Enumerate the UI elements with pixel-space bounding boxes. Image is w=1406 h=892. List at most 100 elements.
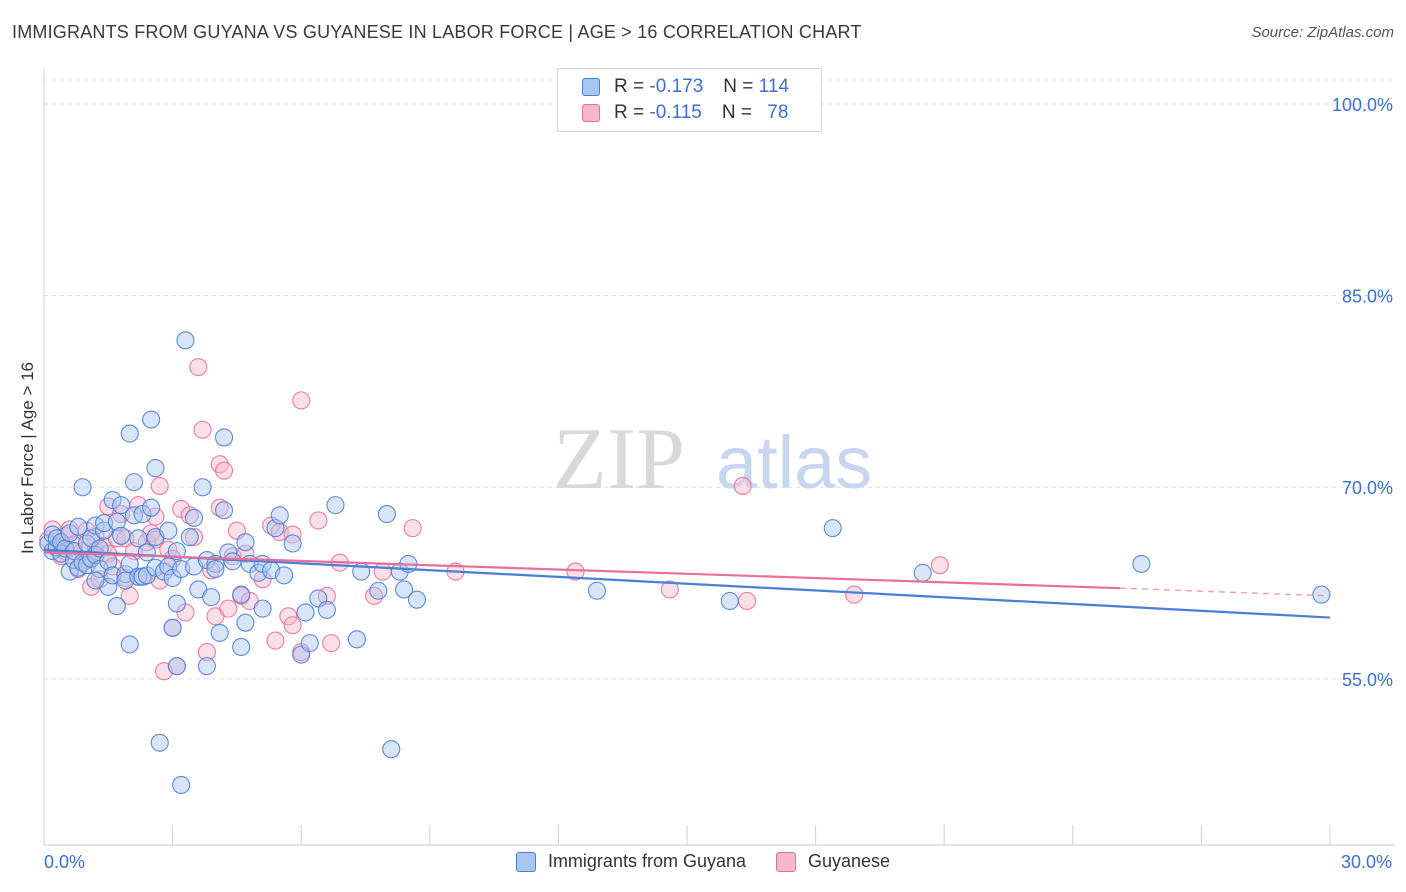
guyanese-point [845,585,864,604]
guyana-immigrant-point [112,496,131,515]
trend-line-guyanese [43,551,1120,590]
guyana-immigrant-point [270,506,289,525]
guyana-immigrant-point [214,501,234,520]
blue-swatch [515,851,536,872]
guyana-immigrant-point [184,508,204,527]
guyanese-point [283,616,302,635]
guyana-immigrant-point [326,496,345,515]
guyanese-point [403,519,422,538]
axes [43,68,1395,846]
guyana-immigrant-point [103,490,122,510]
trend-lines [43,548,1331,619]
guyanese-point [930,556,949,575]
r-value-guyanese: -0.115 [649,102,702,123]
guyana-immigrant-point [197,657,216,676]
guyanese-point [184,528,204,547]
guyana-immigrant-point [137,543,156,562]
y-axis-label: In Labor Force | Age > 16 [18,361,37,555]
guyanese-point [373,562,392,581]
guyana-immigrant-point [142,498,161,517]
guyana-immigrant-point [172,775,191,794]
pink-swatch [582,104,600,122]
watermark-atlas: atlas [716,421,872,504]
guyana-immigrant-point [150,733,169,752]
r-label: R = [614,76,645,97]
guyana-immigrant-point [232,585,251,604]
legend-item-guyana: Immigrants from Guyana [515,851,746,872]
legend-label-guyanese: Guyanese [808,851,891,871]
guyana-immigrant-point [159,521,178,540]
guyanese-point [309,511,328,530]
guyana-immigrant-point [720,591,739,611]
guyanese-point [219,599,238,618]
r-label: R = [614,102,645,123]
guyana-immigrant-point [232,637,251,657]
x-tick-label-min: 0.0% [44,852,86,872]
guyana-immigrant-point [112,526,131,545]
chart-title: IMMIGRANTS FROM GUYANA VS GUYANESE IN LA… [12,22,862,42]
guyana-immigrant-point [167,542,186,561]
pink-swatch [776,851,796,872]
guyanese-point [193,420,212,439]
n-value-guyana: 114 [758,76,789,97]
trend-line-guyana [43,548,1331,619]
guyanese-point [197,643,216,662]
zipatlas-watermark: ZIP atlas [553,411,872,508]
guyanese-point [279,607,298,626]
guyana-immigrant-point [223,552,242,571]
guyana-immigrant-point [283,534,302,553]
guyana-immigrant-point [382,740,401,759]
guyana-immigrant-point [180,528,199,547]
n-label: N = [723,76,754,97]
y-tick-label: 85.0% [1342,287,1393,307]
guyana-immigrant-point [107,597,126,616]
legend-item-guyanese: Guyanese [776,851,890,872]
guyana-immigrant-point [202,588,221,607]
guyana-immigrant-point [210,623,229,642]
legend-label-guyana: Immigrants from Guyana [547,851,746,871]
guyana-immigrant-point [1312,585,1331,604]
guyana-immigrant-point [317,600,336,619]
guyanese-point [733,476,752,496]
y-tick-labels: 55.0% 70.0% 85.0% 100.0% [1332,95,1393,690]
guyana-immigrant-point [107,512,126,531]
guyana-immigrant-points [39,331,1331,794]
stats-row-guyanese: R = -0.115 N = 78 [582,100,788,126]
stats-legend: R = -0.173 N = 114 R = -0.115 N = 78 [557,68,822,132]
guyana-immigrant-point [163,618,182,637]
guyana-immigrant-point [587,581,607,600]
blue-swatch [582,78,600,96]
guyana-immigrant-point [206,559,225,579]
guyana-immigrant-point [1132,554,1151,573]
guyana-immigrant-point [120,424,139,443]
guyana-immigrant-point [60,562,79,581]
guyana-immigrant-point [913,563,932,582]
guyanese-point [737,591,757,611]
guyana-immigrant-point [823,519,842,538]
guyana-immigrant-point [167,594,186,613]
y-tick-label: 100.0% [1332,95,1393,115]
guyana-immigrant-point [347,630,366,649]
guyanese-point [660,580,679,599]
guyanese-point [266,631,285,650]
guyana-immigrant-point [369,581,388,600]
guyana-immigrant-point [94,513,114,533]
guyana-immigrant-point [253,599,272,618]
guyana-immigrant-point [377,505,396,524]
guyana-immigrant-point [73,478,92,497]
n-value-guyanese: 78 [767,102,789,123]
r-value-guyana: -0.173 [649,76,704,97]
guyana-immigrant-point [142,410,161,429]
guyanese-point [150,476,169,496]
guyana-immigrant-point [395,580,414,599]
guyanese-point [214,461,234,480]
stats-row-guyana: R = -0.173 N = 114 [582,74,789,100]
guyana-immigrant-point [146,558,165,577]
guyana-immigrant-point [120,635,139,654]
y-tick-label: 55.0% [1342,670,1393,690]
n-label: N = [721,102,752,123]
chart-source: Source: ZipAtlas.com [1251,24,1394,41]
watermark-zip: ZIP [553,411,685,508]
guyana-immigrant-point [86,571,105,590]
